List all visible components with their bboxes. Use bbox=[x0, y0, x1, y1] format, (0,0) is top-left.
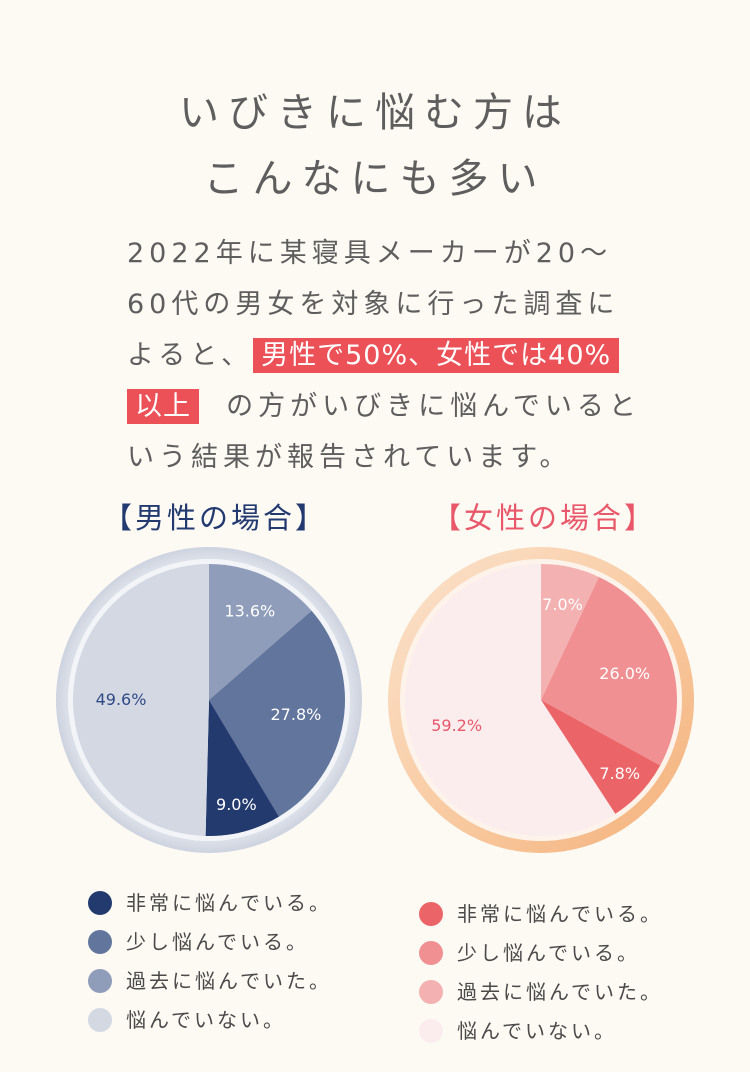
description-line-3: よると、 男性で50%、女性では40% bbox=[127, 330, 647, 381]
legend-item: 悩んでいない。 bbox=[88, 1002, 332, 1038]
slice-label: 26.0% bbox=[599, 664, 650, 683]
male-chart-heading: 【男性の場合】 bbox=[103, 501, 328, 535]
slice-label: 49.6% bbox=[96, 690, 147, 709]
legend-swatch bbox=[419, 941, 443, 965]
legend-item: 非常に悩んでいる。 bbox=[88, 885, 332, 921]
female-pie: 7.0% 26.0% 7.8% 59.2% bbox=[404, 564, 677, 837]
legend-item: 過去に悩んでいた。 bbox=[88, 963, 332, 999]
slice-label: 13.6% bbox=[224, 601, 275, 620]
description-line-4: 以上 の方がいびきに悩んでいると bbox=[127, 381, 647, 432]
description-line-3-text: よると、 bbox=[127, 340, 254, 371]
pie-slice bbox=[404, 564, 616, 837]
legend-label: 過去に悩んでいた。 bbox=[457, 980, 663, 1004]
description-line-5: いう結果が報告されています。 bbox=[127, 442, 572, 473]
description-line-2: 60代の男女を対象に行った調査に bbox=[127, 289, 620, 320]
legend-swatch bbox=[88, 930, 112, 954]
pie-slice bbox=[205, 700, 279, 836]
pie-slice bbox=[541, 564, 599, 700]
pie-slice bbox=[541, 700, 661, 814]
slice-label: 9.0% bbox=[216, 795, 257, 814]
pie-slice bbox=[209, 610, 345, 817]
title-line-2: こんなにも多い bbox=[203, 156, 547, 202]
slice-label: 7.8% bbox=[599, 764, 640, 783]
description-line-1: 2022年に某寝具メーカーが20〜 bbox=[127, 238, 613, 269]
male-legend: 非常に悩んでいる。 少し悩んでいる。 過去に悩んでいた。 悩んでいない。 bbox=[88, 885, 332, 1041]
legend-label: 少し悩んでいる。 bbox=[126, 930, 309, 954]
pie-slice bbox=[541, 576, 677, 766]
legend-item: 少し悩んでいる。 bbox=[419, 935, 663, 971]
legend-item: 少し悩んでいる。 bbox=[88, 924, 332, 960]
legend-label: 少し悩んでいる。 bbox=[457, 941, 640, 965]
legend-swatch bbox=[88, 969, 112, 993]
legend-label: 悩んでいない。 bbox=[126, 1008, 286, 1032]
slice-label: 27.8% bbox=[271, 705, 322, 724]
legend-label: 過去に悩んでいた。 bbox=[126, 969, 332, 993]
highlight-ijou: 以上 bbox=[127, 389, 199, 424]
legend-label: 悩んでいない。 bbox=[457, 1019, 617, 1043]
legend-swatch bbox=[419, 1019, 443, 1043]
legend-swatch bbox=[88, 891, 112, 915]
title-line-1: いびきに悩む方は bbox=[179, 90, 571, 136]
legend-item: 悩んでいない。 bbox=[419, 1013, 663, 1049]
page-title: いびきに悩む方は こんなにも多い bbox=[0, 80, 750, 212]
legend-item: 非常に悩んでいる。 bbox=[419, 896, 663, 932]
female-legend: 非常に悩んでいる。 少し悩んでいる。 過去に悩んでいた。 悩んでいない。 bbox=[419, 896, 663, 1052]
legend-label: 非常に悩んでいる。 bbox=[126, 891, 332, 915]
legend-swatch bbox=[88, 1008, 112, 1032]
legend-item: 過去に悩んでいた。 bbox=[419, 974, 663, 1010]
legend-swatch bbox=[419, 980, 443, 1004]
description-line-4-text: の方がいびきに悩んでいると bbox=[226, 391, 641, 422]
female-chart-heading: 【女性の場合】 bbox=[432, 501, 657, 535]
survey-description: 2022年に某寝具メーカーが20〜 60代の男女を対象に行った調査に よると、男… bbox=[127, 228, 647, 483]
pie-slice bbox=[209, 564, 312, 700]
pie-slice bbox=[73, 564, 209, 836]
legend-label: 非常に悩んでいる。 bbox=[457, 902, 663, 926]
highlight-percentages: 男性で50%、女性では40% bbox=[253, 338, 620, 373]
legend-swatch bbox=[419, 902, 443, 926]
slice-label: 59.2% bbox=[431, 716, 482, 735]
male-pie: 13.6% 27.8% 9.0% 49.6% bbox=[73, 564, 345, 836]
slice-label: 7.0% bbox=[542, 595, 583, 614]
